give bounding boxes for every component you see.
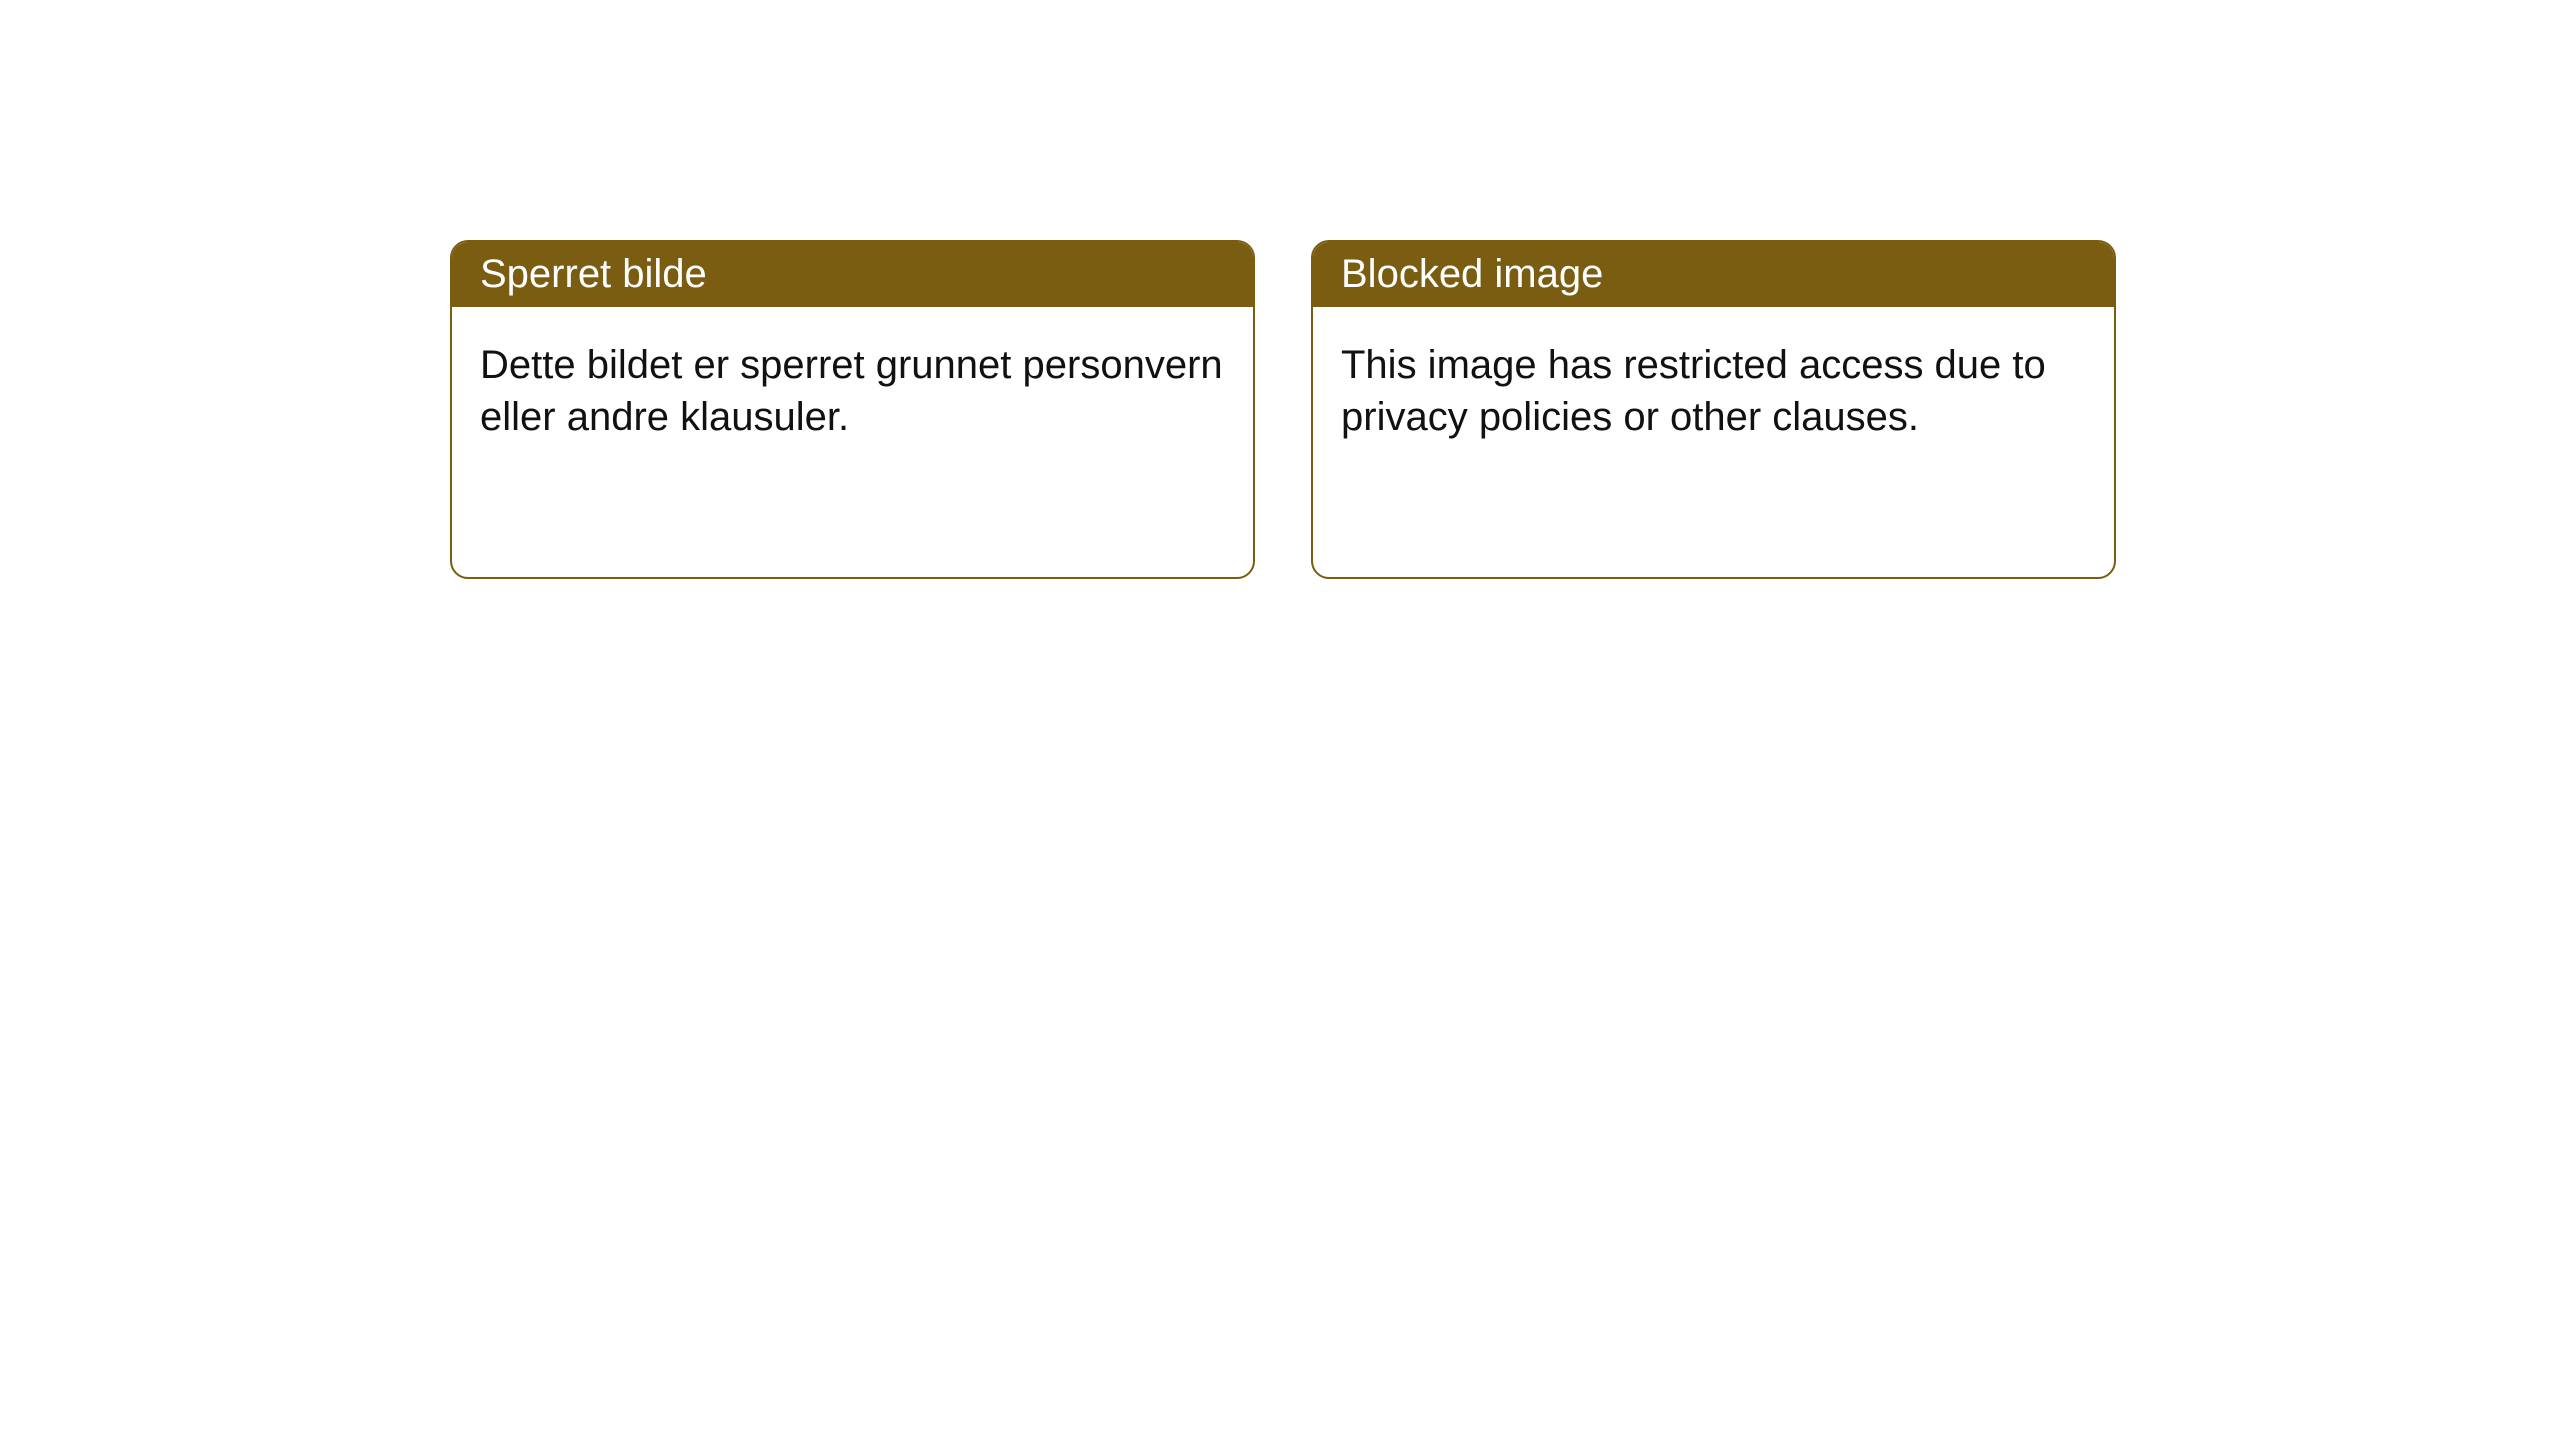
notice-header: Sperret bilde (452, 242, 1253, 307)
notice-header: Blocked image (1313, 242, 2114, 307)
notice-container: Sperret bilde Dette bildet er sperret gr… (450, 240, 2116, 579)
notice-title: Blocked image (1341, 252, 1603, 296)
notice-body: Dette bildet er sperret grunnet personve… (452, 307, 1253, 577)
notice-card-norwegian: Sperret bilde Dette bildet er sperret gr… (450, 240, 1255, 579)
notice-body: This image has restricted access due to … (1313, 307, 2114, 577)
notice-title: Sperret bilde (480, 252, 707, 296)
notice-card-english: Blocked image This image has restricted … (1311, 240, 2116, 579)
notice-message: Dette bildet er sperret grunnet personve… (480, 343, 1223, 439)
notice-message: This image has restricted access due to … (1341, 343, 2046, 439)
